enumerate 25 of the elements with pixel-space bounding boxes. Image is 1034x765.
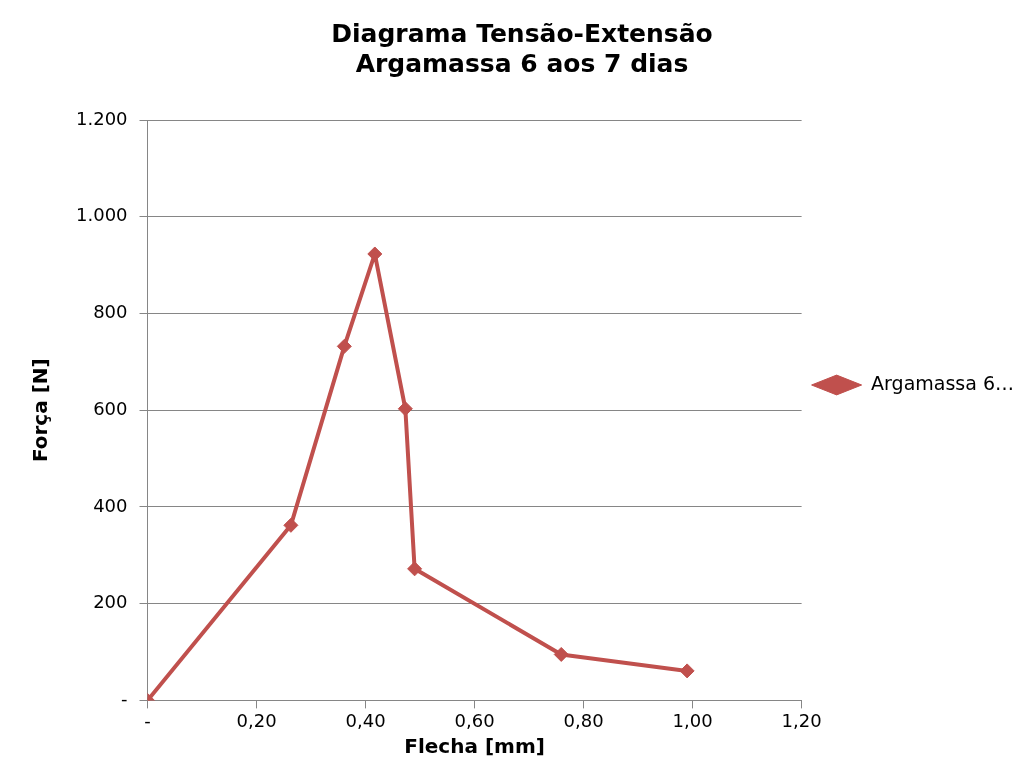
y-tick-label: 800 — [93, 301, 128, 323]
y-tick-label: 1.000 — [76, 204, 128, 226]
x-tick-label: 0,80 — [563, 709, 604, 731]
point — [397, 401, 413, 417]
text: Diagrama Tensão-Extensão — [331, 18, 713, 48]
y-tick-label: 400 — [93, 494, 128, 516]
point — [407, 561, 423, 577]
x-tick-label: 0,60 — [454, 709, 495, 731]
x-tick-label: 1,00 — [672, 709, 713, 731]
y-tick-label: - — [121, 688, 128, 710]
point — [336, 338, 352, 354]
y-axis-title: Força [N] — [28, 358, 53, 463]
x-tick-label: 0,40 — [345, 709, 386, 731]
point — [283, 517, 299, 533]
x-tick-label: 0,20 — [236, 709, 277, 731]
text: Argamassa 6 aos 7 dias — [355, 48, 689, 78]
point — [553, 646, 569, 662]
legend-label: Argamassa 6… — [871, 371, 1015, 394]
x-tick-label: 1,20 — [781, 709, 822, 731]
y-tick-label: 1.200 — [76, 107, 128, 129]
x-axis-title: Flecha [mm] — [404, 734, 545, 759]
y-tick-label: 200 — [93, 591, 128, 613]
x-tick-label: - — [144, 709, 151, 731]
y-tick-label: 600 — [93, 397, 128, 419]
point — [679, 663, 695, 679]
